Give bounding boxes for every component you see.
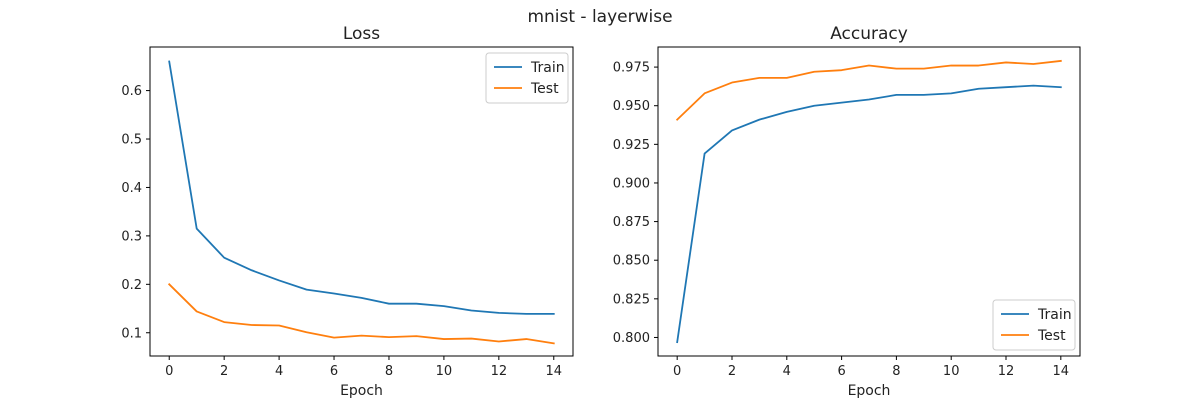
loss-ytick-label: 0.5 (121, 133, 142, 148)
accuracy-ytick-label: 0.925 (613, 138, 650, 153)
loss-legend: Train Test (485, 52, 569, 104)
loss-title: Loss (343, 24, 380, 44)
loss-ytick-label: 0.1 (121, 326, 142, 341)
accuracy-xtick-label: 4 (783, 364, 791, 379)
accuracy-legend-box (992, 299, 1076, 351)
loss-xtick-label: 6 (330, 364, 338, 379)
accuracy-xtick-label: 6 (837, 364, 845, 379)
loss-ytick-label: 0.6 (121, 84, 142, 99)
loss-plot-frame (149, 46, 574, 357)
loss-xtick-label: 8 (385, 364, 393, 379)
accuracy-xtick-label: 14 (1053, 364, 1070, 379)
accuracy-ytick-label: 0.900 (613, 176, 650, 191)
accuracy-xtick-label: 8 (892, 364, 900, 379)
loss-legend-label-train: Train (530, 60, 565, 76)
accuracy-legend: Train Test (992, 299, 1076, 351)
accuracy-ytick-label: 0.875 (613, 215, 650, 230)
loss-xtick-label: 4 (275, 364, 283, 379)
accuracy-ytick-label: 0.975 (613, 61, 650, 76)
accuracy-ytick-label: 0.800 (613, 331, 650, 346)
loss-series-train-line (168, 60, 555, 315)
accuracy-title: Accuracy (830, 24, 908, 44)
figure-suptitle: mnist - layerwise (527, 7, 672, 27)
accuracy-xlabel: Epoch (848, 383, 891, 399)
loss-xtick-label: 2 (220, 364, 228, 379)
accuracy-ytick-label: 0.850 (613, 254, 650, 269)
accuracy-legend-label-test: Test (1037, 328, 1066, 344)
accuracy-ytick-label: 0.825 (613, 292, 650, 307)
accuracy-plot-frame (657, 46, 1081, 357)
loss-xtick-label: 12 (491, 364, 508, 379)
accuracy-series-test-line (675, 59, 1062, 121)
loss-legend-label-test: Test (530, 81, 559, 97)
accuracy-legend-label-train: Train (1037, 307, 1072, 323)
accuracy-xtick-label: 12 (998, 364, 1015, 379)
loss-ytick-label: 0.2 (121, 278, 142, 293)
accuracy-chart: Accuracy 0 2 4 6 8 10 12 14 0.800 0.825 0.850 0.875 0… (613, 24, 1081, 399)
loss-xtick-label: 0 (165, 364, 173, 379)
accuracy-ytick-label: 0.950 (613, 99, 650, 114)
accuracy-xtick-label: 10 (943, 364, 960, 379)
loss-legend-box (485, 52, 569, 104)
loss-chart: Loss 0 2 4 6 8 10 12 14 0.1 0.2 0.3 0.4 0.5 0.6 Epoch Tr… (121, 24, 574, 399)
accuracy-xtick-label: 2 (728, 364, 736, 379)
loss-ytick-label: 0.3 (121, 229, 142, 244)
loss-series-test-line (167, 283, 555, 345)
loss-xtick-label: 10 (436, 364, 453, 379)
loss-xtick-label: 14 (545, 364, 562, 379)
loss-xlabel: Epoch (340, 383, 383, 399)
loss-ytick-label: 0.4 (121, 181, 142, 196)
accuracy-series-train-line (676, 84, 1062, 344)
accuracy-xtick-label: 0 (673, 364, 681, 379)
